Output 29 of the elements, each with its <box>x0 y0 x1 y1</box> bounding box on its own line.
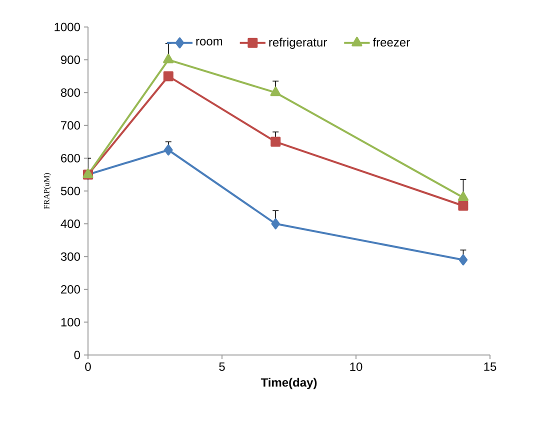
x-tick-label: 5 <box>219 362 225 371</box>
x-axis-title: Time(day) <box>260 378 317 390</box>
legend-label: refrigeratur <box>269 38 327 49</box>
legend-label: freezer <box>372 38 410 47</box>
point <box>458 192 469 202</box>
point <box>164 144 173 156</box>
point <box>271 218 280 230</box>
point <box>270 136 281 147</box>
y-tick-label: 800 <box>60 88 80 97</box>
x-tick-label: 10 <box>350 362 362 372</box>
y-tick-label: 500 <box>60 186 80 196</box>
point <box>270 86 281 96</box>
point <box>163 54 174 64</box>
y-axis-title: FRAP(uM) <box>44 173 51 209</box>
y-tick-label: 0 <box>74 350 80 360</box>
y-tick-label: 200 <box>61 285 80 294</box>
x-tick-label: 0 <box>85 362 91 372</box>
point <box>458 254 468 266</box>
y-tick-label: 400 <box>60 220 80 228</box>
legend-label: room <box>196 38 222 46</box>
y-tick-label: 700 <box>61 121 80 130</box>
point <box>163 71 174 82</box>
y-tick-label: 1000 <box>54 22 80 32</box>
y-tick-label: 300 <box>60 252 80 261</box>
y-tick-label: 100 <box>61 318 80 326</box>
x-tick-label: 15 <box>484 362 496 371</box>
y-tick-label: 600 <box>61 154 80 162</box>
point <box>458 200 468 211</box>
y-tick-label: 900 <box>61 56 80 64</box>
